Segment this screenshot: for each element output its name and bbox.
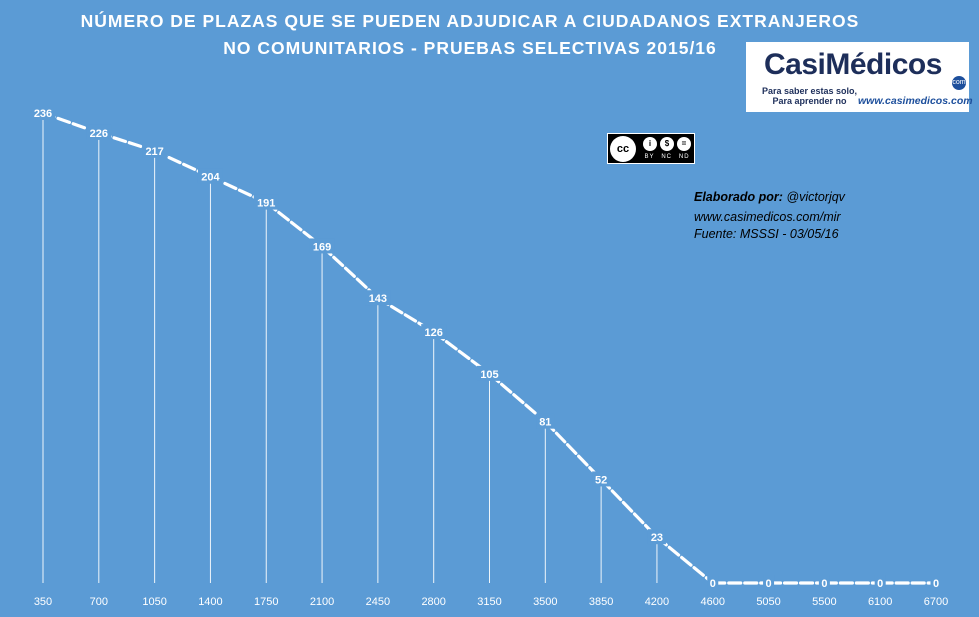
data-label-5050: 0: [766, 578, 772, 590]
data-label-bg-2100: [309, 238, 335, 254]
creative-commons-license-badge[interactable]: cc i $ = BY NC ND: [607, 133, 695, 164]
data-label-350: 236: [34, 108, 52, 120]
series-segment-4200-4600: [655, 535, 715, 585]
drop-lines: [42, 113, 658, 583]
data-label-3150: 105: [480, 369, 498, 381]
series-segment-2100-2450: [320, 244, 380, 300]
chart-title-line-2: NO COMUNITARIOS - PRUEBAS SELECTIVAS 201…: [223, 38, 717, 58]
x-axis-tick-labels: 350 700 1050 1400 1750 2100 2450 2800 3150 3500 38…: [34, 596, 948, 608]
license-label-nc: NC: [661, 154, 672, 160]
x-tick-label-6100: 6100: [868, 596, 892, 608]
logo-tagline-line-2: Para aprender no: [772, 96, 847, 106]
data-label-bg-350: [30, 105, 56, 120]
data-label-4600: 0: [710, 578, 716, 590]
data-label-3500: 81: [539, 417, 551, 429]
data-labels: 236 226 217 204 191 169 143 126 105 81 52 23 0 0 0 0 0: [30, 105, 942, 590]
data-label-bg-3500: [536, 413, 555, 429]
data-label-2100: 169: [313, 241, 331, 253]
chart-title-line-1: NÚMERO DE PLAZAS QUE SE PUEDEN ADJUDICAR…: [80, 11, 860, 31]
data-label-bg-6100: [874, 575, 886, 590]
x-tick-label-4200: 4200: [645, 596, 669, 608]
x-tick-label-2100: 2100: [310, 596, 334, 608]
data-label-2450: 143: [369, 293, 387, 305]
series-segment-3850-4200: [599, 477, 659, 539]
logo-tagline-line-1: Para saber estas solo,: [762, 86, 858, 96]
credit-elaborado-label: Elaborado por:: [694, 190, 783, 204]
x-tick-label-1400: 1400: [198, 596, 222, 608]
data-label-bg-3150: [477, 365, 502, 381]
data-label-bg-6700: [930, 575, 942, 590]
data-label-700: 226: [90, 128, 108, 140]
logo-com-badge: com: [952, 76, 966, 90]
data-label-4200: 23: [651, 532, 663, 544]
series-line: [41, 111, 938, 585]
x-tick-label-2800: 2800: [421, 596, 445, 608]
series-segment-3150-3500: [487, 372, 547, 424]
data-label-bg-1750: [253, 194, 279, 210]
data-label-bg-5500: [818, 575, 830, 590]
x-tick-label-350: 350: [34, 596, 52, 608]
credit-author-handle: @victorjqv: [786, 190, 845, 204]
x-tick-label-4600: 4600: [701, 596, 725, 608]
x-tick-label-1750: 1750: [254, 596, 278, 608]
data-label-bg-700: [86, 124, 112, 140]
license-label-by: BY: [644, 154, 655, 160]
x-tick-label-2450: 2450: [366, 596, 390, 608]
data-label-5500: 0: [821, 578, 827, 590]
x-tick-label-1050: 1050: [142, 596, 166, 608]
noncommercial-icon: $: [660, 137, 674, 151]
data-label-bg-1050: [142, 142, 168, 158]
license-label-nd: ND: [678, 154, 690, 160]
data-label-6100: 0: [877, 578, 883, 590]
data-label-6700: 0: [933, 578, 939, 590]
data-label-1050: 217: [145, 146, 163, 158]
noderivatives-icon: =: [677, 137, 691, 151]
logo-url: www.casimedicos.com: [858, 95, 973, 107]
x-tick-label-3500: 3500: [533, 596, 557, 608]
attribution-icon: i: [643, 137, 657, 151]
data-label-bg-5050: [763, 575, 775, 590]
x-tick-label-3150: 3150: [477, 596, 501, 608]
data-label-bg-3850: [592, 471, 611, 487]
data-label-2800: 126: [425, 327, 443, 339]
logo-tagline: Para saber estas solo, Para aprender no: [762, 86, 857, 106]
x-tick-label-3850: 3850: [589, 596, 613, 608]
license-labels: BY NC ND: [641, 154, 693, 160]
credit-source: Fuente: MSSSI - 03/05/16: [694, 227, 839, 241]
data-label-bg-1400: [197, 168, 223, 184]
casimedicos-logo[interactable]: CasiMédicos com Para saber estas solo, P…: [746, 42, 973, 112]
data-label-bg-2800: [421, 324, 447, 340]
data-label-bg-4200: [647, 529, 666, 545]
x-tick-label-700: 700: [90, 596, 108, 608]
x-tick-label-5050: 5050: [756, 596, 780, 608]
logo-name: CasiMédicos: [764, 48, 942, 81]
credit-site: www.casimedicos.com/mir: [694, 210, 841, 224]
credit-author: Elaborado por: @victorjqv: [694, 190, 845, 204]
x-tick-label-5500: 5500: [812, 596, 836, 608]
cc-icon: cc: [610, 136, 636, 162]
data-label-3850: 52: [595, 474, 607, 486]
data-label-1400: 204: [201, 172, 220, 184]
x-tick-label-6700: 6700: [924, 596, 948, 608]
data-label-bg-2450: [365, 290, 391, 306]
data-label-1750: 191: [257, 198, 275, 210]
data-label-bg-4600: [707, 575, 719, 590]
series-segment-3500-3850: [543, 420, 603, 482]
